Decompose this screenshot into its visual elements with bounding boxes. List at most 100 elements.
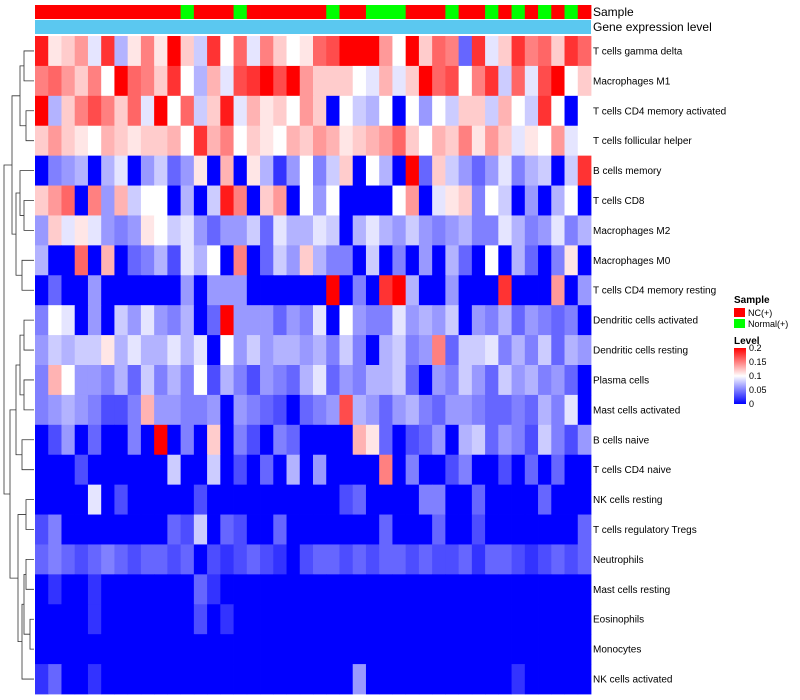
sample-cell-5	[101, 5, 115, 19]
cell-r0-c40	[564, 36, 579, 67]
cell-r21-c16	[246, 664, 261, 695]
cell-r10-c8	[140, 335, 155, 366]
cell-r20-c28	[405, 634, 420, 665]
cell-r4-c39	[551, 155, 565, 186]
row-label-11: Plasma cells	[593, 375, 649, 386]
cell-r13-c27	[392, 424, 407, 456]
cell-r4-c17	[260, 155, 274, 186]
cell-r6-c23	[339, 215, 354, 246]
cell-r3-c35	[498, 125, 512, 157]
cell-r0-c37	[524, 36, 539, 67]
cell-r6-c28	[405, 215, 420, 246]
cell-r0-c34	[485, 36, 499, 67]
cell-r21-c3	[74, 664, 89, 695]
cell-r14-c29	[418, 454, 433, 486]
cell-r15-c9	[154, 484, 168, 515]
cell-r20-c6	[114, 634, 129, 665]
cell-r2-c4	[87, 95, 102, 127]
cell-r14-c35	[498, 454, 512, 486]
cell-r6-c41	[577, 215, 592, 246]
cell-r15-c26	[379, 484, 393, 515]
cell-r11-c7	[127, 365, 142, 396]
cell-r7-c35	[498, 245, 512, 276]
sample-cell-18	[273, 5, 287, 19]
cell-r6-c10	[167, 215, 182, 246]
cell-r12-c9	[154, 394, 168, 426]
cell-r0-c3	[74, 36, 89, 67]
cell-r19-c11	[180, 604, 195, 635]
cell-r12-c10	[167, 394, 182, 426]
cell-r19-c18	[273, 604, 287, 635]
cell-r7-c1	[48, 245, 62, 276]
cell-r2-c15	[233, 95, 248, 127]
cell-r10-c3	[74, 335, 89, 366]
cell-r14-c19	[286, 454, 301, 486]
cell-r5-c30	[432, 185, 446, 216]
cell-r8-c37	[524, 275, 539, 306]
cell-r19-c33	[471, 604, 486, 635]
cell-r2-c30	[432, 95, 446, 127]
cell-r5-c4	[87, 185, 102, 216]
cell-r14-c24	[352, 454, 367, 486]
cell-r11-c28	[405, 365, 420, 396]
cell-r21-c32	[458, 664, 473, 695]
cell-r8-c5	[101, 275, 115, 306]
cell-r10-c26	[379, 335, 393, 366]
cell-r4-c20	[299, 155, 314, 186]
sample-cell-4	[87, 5, 102, 19]
cell-r20-c35	[498, 634, 512, 665]
cell-r1-c33	[471, 65, 486, 97]
cell-r18-c7	[127, 574, 142, 605]
cell-r4-c0	[35, 155, 49, 186]
cell-r5-c0	[35, 185, 49, 216]
cell-r1-c28	[405, 65, 420, 97]
cell-r18-c18	[273, 574, 287, 605]
cell-r21-c4	[87, 664, 102, 695]
cell-r9-c0	[35, 305, 49, 336]
cell-r15-c28	[405, 484, 420, 515]
cell-r2-c18	[273, 95, 287, 127]
cell-r9-c13	[207, 305, 221, 336]
cell-r2-c32	[458, 95, 473, 127]
cell-r12-c37	[524, 394, 539, 426]
cell-r12-c29	[418, 394, 433, 426]
cell-r14-c21	[313, 454, 327, 486]
cell-r13-c28	[405, 424, 420, 456]
cell-r17-c36	[511, 544, 526, 575]
cell-r12-c39	[551, 394, 565, 426]
cell-r15-c29	[418, 484, 433, 515]
cell-r6-c37	[524, 215, 539, 246]
cell-r2-c11	[180, 95, 195, 127]
cell-r6-c21	[313, 215, 327, 246]
cell-r7-c32	[458, 245, 473, 276]
cell-r7-c38	[538, 245, 552, 276]
cell-r11-c10	[167, 365, 182, 396]
cell-r20-c32	[458, 634, 473, 665]
dendrogram-branch-20	[3, 164, 12, 495]
cell-r13-c7	[127, 424, 142, 456]
cell-r5-c22	[326, 185, 340, 216]
cell-r17-c28	[405, 544, 420, 575]
cell-r0-c25	[365, 36, 380, 67]
cell-r20-c20	[299, 634, 314, 665]
cell-r10-c37	[524, 335, 539, 366]
cell-r1-c24	[352, 65, 367, 97]
cell-r3-c0	[35, 125, 49, 157]
cell-r2-c28	[405, 95, 420, 127]
cell-r20-c23	[339, 634, 354, 665]
cell-r10-c4	[87, 335, 102, 366]
cell-r21-c17	[260, 664, 274, 695]
cell-r2-c39	[551, 95, 565, 127]
cell-r1-c14	[220, 65, 234, 97]
cell-r1-c8	[140, 65, 155, 97]
cell-r5-c33	[471, 185, 486, 216]
cell-r16-c27	[392, 514, 407, 545]
cell-r6-c12	[193, 215, 208, 246]
cell-r0-c36	[511, 36, 526, 67]
cell-r8-c29	[418, 275, 433, 306]
cell-r18-c22	[326, 574, 340, 605]
cell-r2-c23	[339, 95, 354, 127]
cell-r12-c40	[564, 394, 579, 426]
cell-r2-c25	[365, 95, 380, 127]
cell-r21-c18	[273, 664, 287, 695]
